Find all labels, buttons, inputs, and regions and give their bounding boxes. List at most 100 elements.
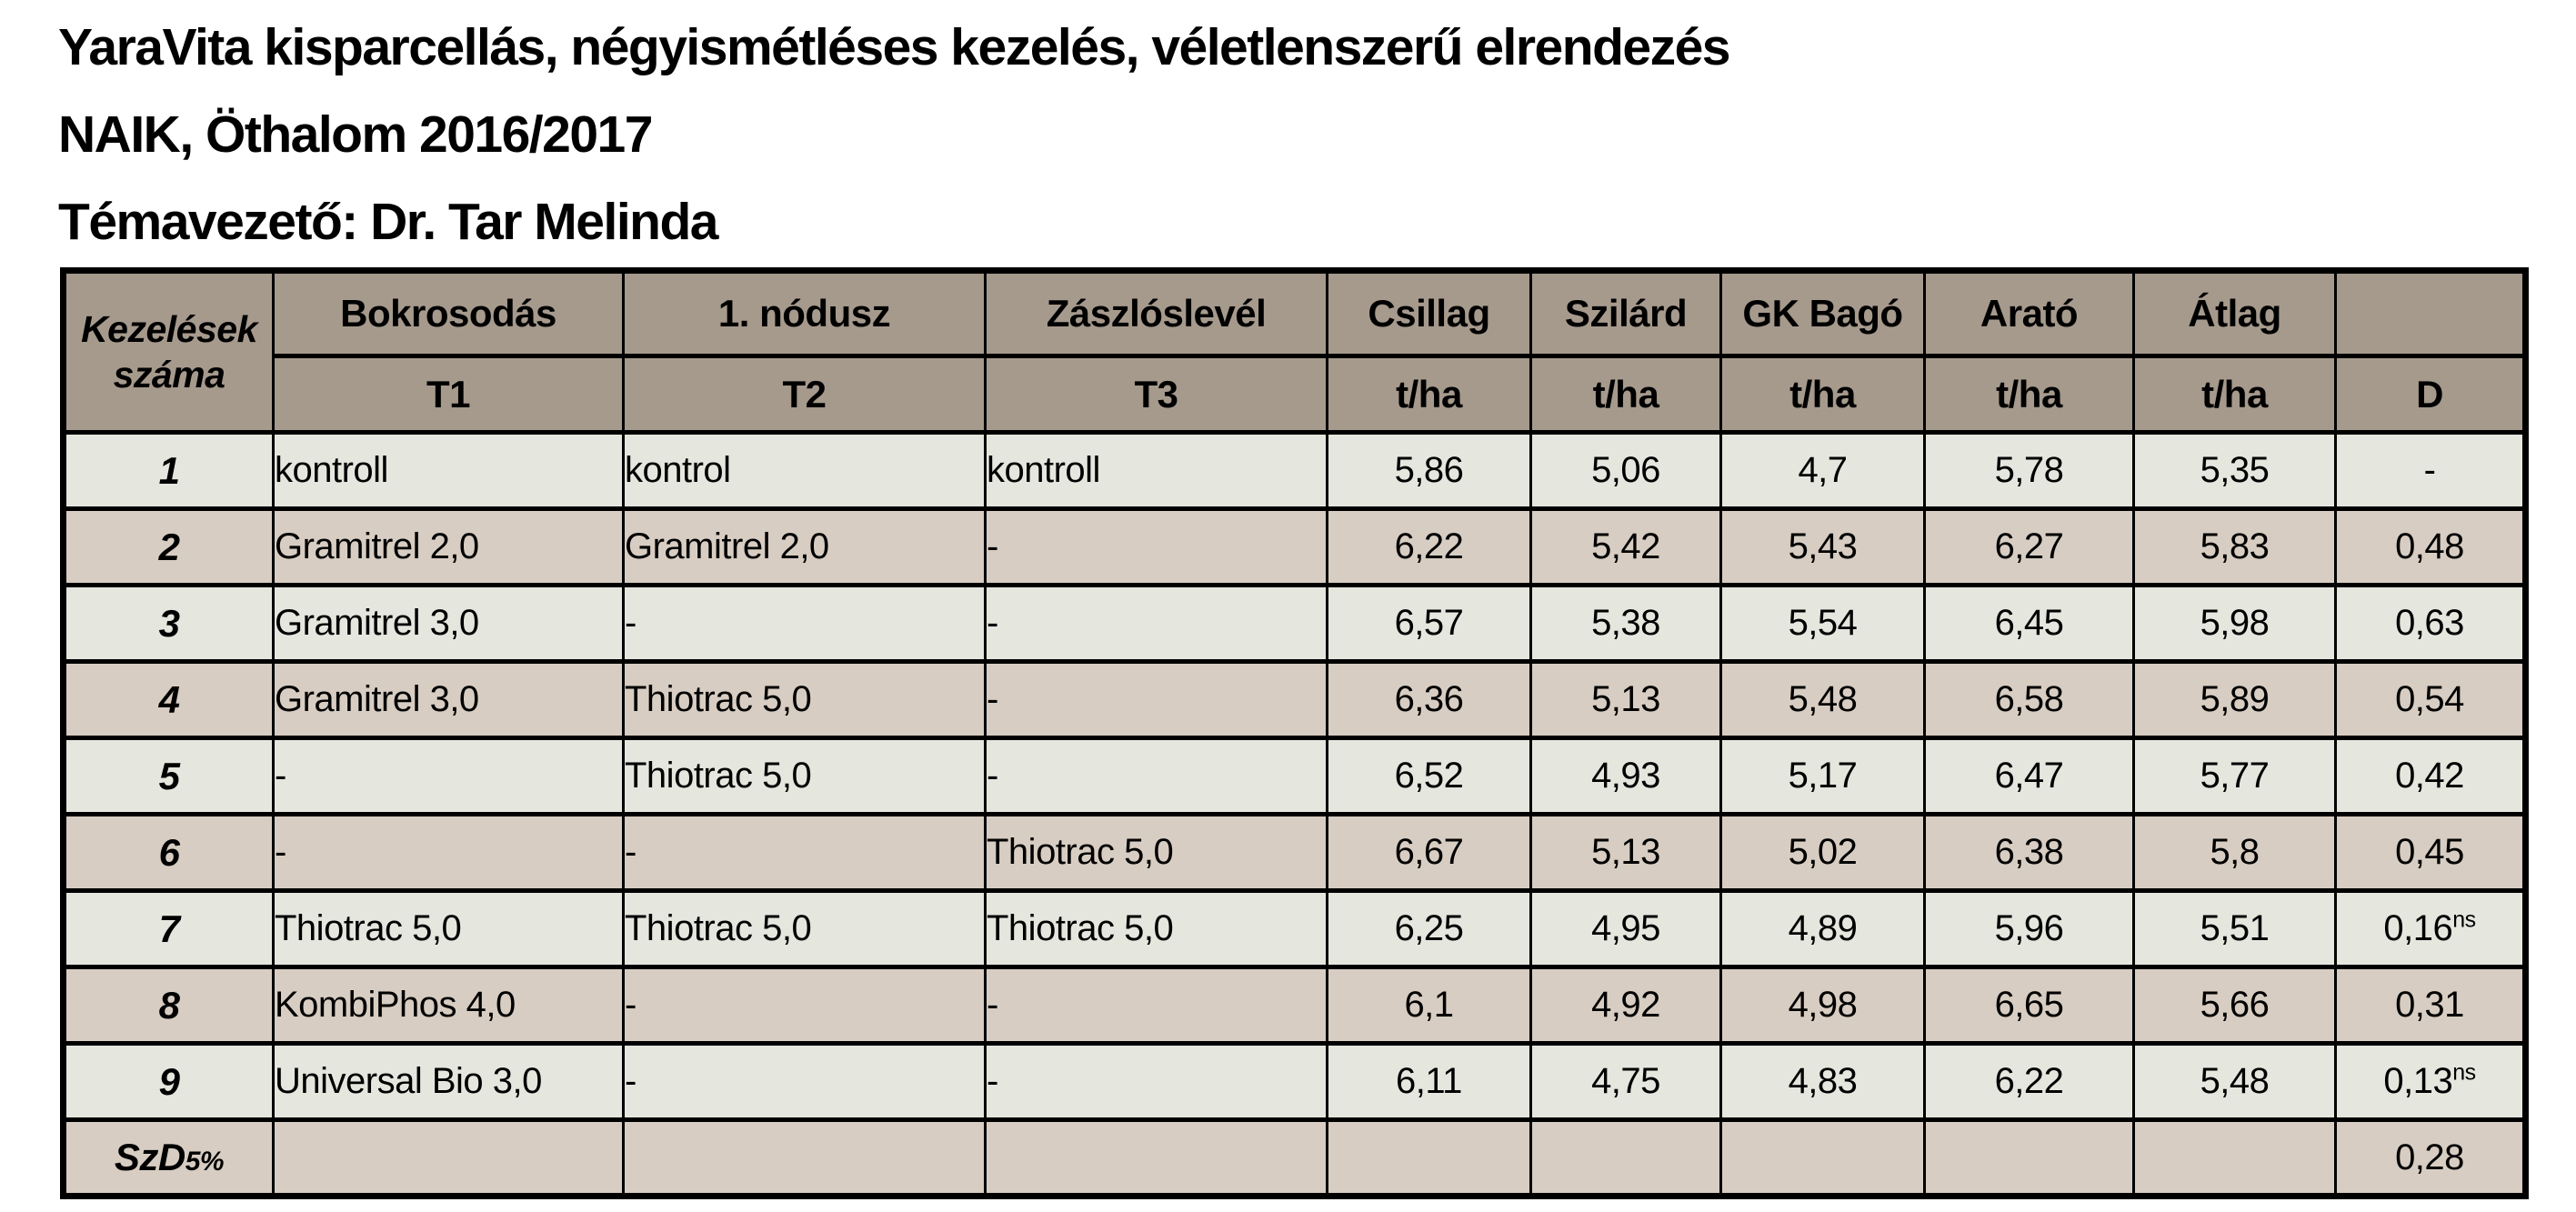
t1-treatment-cell: Gramitrel 3,0 xyxy=(272,659,625,740)
d-difference-cell: 0,13ns xyxy=(2334,1041,2527,1122)
csillag-yield-cell: 6,57 xyxy=(1326,583,1532,664)
t1-treatment-cell: Universal Bio 3,0 xyxy=(272,1041,625,1122)
header-unit-szilard: t/ha xyxy=(1529,354,1722,435)
header-stage-zaszloslevel: Zászlóslevél xyxy=(984,268,1328,358)
footer-empty-cell xyxy=(1923,1117,2135,1198)
title-block: YaraVita kisparcellás, négyismétléses ke… xyxy=(58,4,1731,265)
szilard-yield-cell: 5,38 xyxy=(1529,583,1722,664)
gk-bago-yield-cell: 4,98 xyxy=(1719,965,1926,1046)
table-row: 9 Universal Bio 3,0- -6,11 4,75 4,83 6,22 5,48… xyxy=(62,1041,2527,1122)
szilard-yield-cell: 4,92 xyxy=(1529,965,1722,1046)
arato-yield-cell: 6,38 xyxy=(1923,812,2135,893)
table-row: 8 KombiPhos 4,0- -6,1 4,92 4,98 6,65 5,66 0,31 xyxy=(62,965,2527,1046)
header-variety-gk-bago: GK Bagó xyxy=(1719,268,1926,358)
atlag-yield-cell: 5,77 xyxy=(2132,736,2337,816)
treatment-number-cell: 2 xyxy=(62,506,275,587)
treatment-number-cell: 1 xyxy=(62,430,275,511)
treatment-number-cell: 5 xyxy=(62,736,275,816)
table-row: 2 Gramitrel 2,0 Gramitrel 2,0-6,22 5,42 5,43… xyxy=(62,506,2527,587)
gk-bago-yield-cell: 5,54 xyxy=(1719,583,1926,664)
header-treatments-count-line2: száma xyxy=(113,354,226,396)
csillag-yield-cell: 6,1 xyxy=(1326,965,1532,1046)
trial-results-table: Kezelések száma Bokrosodás 1. nódusz Zás… xyxy=(60,267,2529,1199)
t1-treatment-cell: kontroll xyxy=(272,430,625,511)
header-stage-nodusz: 1. nódusz xyxy=(622,268,987,358)
arato-yield-cell: 5,78 xyxy=(1923,430,2135,511)
arato-yield-cell: 5,96 xyxy=(1923,888,2135,969)
atlag-yield-cell: 5,48 xyxy=(2132,1041,2337,1122)
treatment-number-cell: 8 xyxy=(62,965,275,1046)
t2-treatment-cell: - xyxy=(622,583,987,664)
gk-bago-yield-cell: 5,48 xyxy=(1719,659,1926,740)
atlag-yield-cell: 5,89 xyxy=(2132,659,2337,740)
header-unit-gk-bago: t/ha xyxy=(1719,354,1926,435)
t1-treatment-cell: KombiPhos 4,0 xyxy=(272,965,625,1046)
title-line-2: NAIK, Öthalom 2016/2017 xyxy=(58,105,653,164)
footer-empty-cell xyxy=(622,1117,987,1198)
gk-bago-yield-cell: 5,02 xyxy=(1719,812,1926,893)
atlag-yield-cell: 5,51 xyxy=(2132,888,2337,969)
table-row: 1 kontroll kontrol kontroll 5,86 5,06 4,7 5,78 5… xyxy=(62,430,2527,511)
t3-treatment-cell: kontroll xyxy=(984,430,1328,511)
csillag-yield-cell: 6,67 xyxy=(1326,812,1532,893)
t3-treatment-cell: Thiotrac 5,0 xyxy=(984,888,1328,969)
szilard-yield-cell: 5,13 xyxy=(1529,659,1722,740)
table-row: 5- Thiotrac 5,0-6,52 4,93 5,17 6,47 5,77 0,42 xyxy=(62,736,2527,816)
not-significant-marker: ns xyxy=(2452,1059,2476,1086)
t2-treatment-cell: kontrol xyxy=(622,430,987,511)
header-unit-csillag: t/ha xyxy=(1326,354,1532,435)
t1-treatment-cell: - xyxy=(272,812,625,893)
gk-bago-yield-cell: 5,43 xyxy=(1719,506,1926,587)
arato-yield-cell: 6,65 xyxy=(1923,965,2135,1046)
treatment-number-cell: 3 xyxy=(62,583,275,664)
t2-treatment-cell: Thiotrac 5,0 xyxy=(622,659,987,740)
header-variety-arato: Arató xyxy=(1923,268,2135,358)
header-variety-szilard: Szilárd xyxy=(1529,268,1722,358)
title-line-1: YaraVita kisparcellás, négyismétléses ke… xyxy=(58,18,1731,76)
header-variety-csillag: Csillag xyxy=(1326,268,1532,358)
atlag-yield-cell: 5,98 xyxy=(2132,583,2337,664)
t1-treatment-cell: Gramitrel 3,0 xyxy=(272,583,625,664)
t2-treatment-cell: Thiotrac 5,0 xyxy=(622,888,987,969)
header-unit-arato: t/ha xyxy=(1923,354,2135,435)
szd-value-cell: 0,28 xyxy=(2334,1117,2527,1198)
header-row-stages: Kezelések száma Bokrosodás 1. nódusz Zás… xyxy=(62,268,2527,435)
arato-yield-cell: 6,22 xyxy=(1923,1041,2135,1122)
d-difference-cell: 0,63 xyxy=(2334,583,2527,664)
gk-bago-yield-cell: 4,89 xyxy=(1719,888,1926,969)
t2-treatment-cell: - xyxy=(622,812,987,893)
arato-yield-cell: 6,58 xyxy=(1923,659,2135,740)
t1-treatment-cell: - xyxy=(272,736,625,816)
footer-empty-cell xyxy=(1529,1117,1722,1198)
szilard-yield-cell: 5,42 xyxy=(1529,506,1722,587)
d-difference-cell: 0,16ns xyxy=(2334,888,2527,969)
gk-bago-yield-cell: 5,17 xyxy=(1719,736,1926,816)
csillag-yield-cell: 6,36 xyxy=(1326,659,1532,740)
szd-label-subscript: 5% xyxy=(185,1147,225,1177)
table-footer: SzD5% 0,28 xyxy=(62,1117,2527,1198)
header-stage-bokrosodas: Bokrosodás xyxy=(272,268,625,358)
d-value: 0,13 xyxy=(2383,1061,2453,1101)
csillag-yield-cell: 6,11 xyxy=(1326,1041,1532,1122)
footer-empty-cell xyxy=(272,1117,625,1198)
szd-label: SzD xyxy=(114,1136,185,1178)
d-difference-cell: 0,31 xyxy=(2334,965,2527,1046)
t3-treatment-cell: - xyxy=(984,1041,1328,1122)
t3-treatment-cell: - xyxy=(984,659,1328,740)
table-body: 1 kontroll kontrol kontroll 5,86 5,06 4,7 5,78 5… xyxy=(62,430,2527,1122)
csillag-yield-cell: 5,86 xyxy=(1326,430,1532,511)
t2-treatment-cell: - xyxy=(622,965,987,1046)
table-header: Kezelések száma Bokrosodás 1. nódusz Zás… xyxy=(62,268,2527,435)
t3-treatment-cell: - xyxy=(984,583,1328,664)
t2-treatment-cell: Gramitrel 2,0 xyxy=(622,506,987,587)
d-difference-cell: 0,42 xyxy=(2334,736,2527,816)
table-row: 7 Thiotrac 5,0 Thiotrac 5,0 Thiotrac 5,0 6,2… xyxy=(62,888,2527,969)
csillag-yield-cell: 6,52 xyxy=(1326,736,1532,816)
footer-row-szd: SzD5% 0,28 xyxy=(62,1117,2527,1198)
table-row: 4 Gramitrel 3,0 Thiotrac 5,0-6,36 5,13 5,48 6… xyxy=(62,659,2527,740)
treatment-number-cell: 9 xyxy=(62,1041,275,1122)
footer-empty-cell xyxy=(1326,1117,1532,1198)
header-timing-t3: T3 xyxy=(984,354,1328,435)
atlag-yield-cell: 5,66 xyxy=(2132,965,2337,1046)
treatment-number-cell: 4 xyxy=(62,659,275,740)
